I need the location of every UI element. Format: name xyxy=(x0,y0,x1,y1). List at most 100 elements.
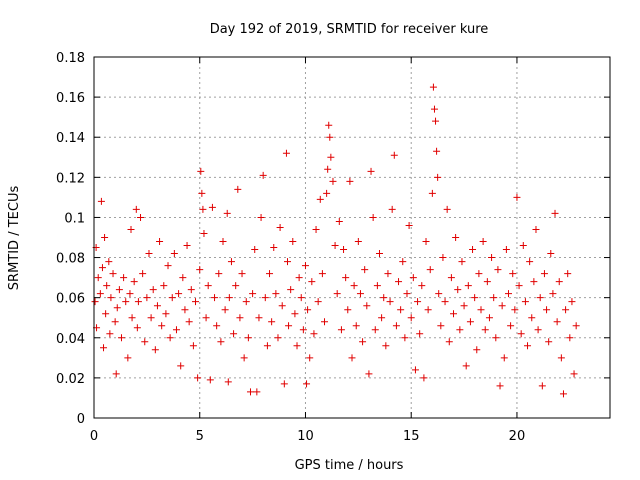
data-point xyxy=(454,286,462,294)
data-point xyxy=(225,294,233,302)
data-point xyxy=(160,282,168,290)
data-point xyxy=(143,294,151,302)
data-point xyxy=(232,282,240,290)
data-point xyxy=(346,177,354,185)
data-point xyxy=(194,374,202,382)
data-point xyxy=(238,270,246,278)
axis-ticks xyxy=(93,56,610,419)
data-point xyxy=(488,254,496,262)
data-point xyxy=(471,294,479,302)
data-point xyxy=(386,298,394,306)
data-point xyxy=(202,314,210,322)
x-tick-label: 0 xyxy=(90,429,98,444)
data-point xyxy=(289,238,297,246)
data-point xyxy=(301,262,309,270)
data-point xyxy=(98,264,106,272)
data-point xyxy=(314,298,322,306)
data-point xyxy=(435,290,443,298)
data-point xyxy=(287,286,295,294)
data-point xyxy=(407,314,415,322)
data-point xyxy=(433,147,441,155)
data-point xyxy=(526,258,534,266)
data-point xyxy=(420,374,428,382)
data-point xyxy=(333,290,341,298)
y-tick-label: 0.04 xyxy=(56,332,85,347)
x-tick-label: 15 xyxy=(403,429,420,444)
data-point xyxy=(270,244,278,252)
data-point xyxy=(568,298,576,306)
data-point xyxy=(304,306,312,314)
data-points xyxy=(91,83,580,398)
data-point xyxy=(227,258,235,266)
data-point xyxy=(359,338,367,346)
data-point xyxy=(185,318,193,326)
data-point xyxy=(490,294,498,302)
data-point xyxy=(105,258,113,266)
data-point xyxy=(540,270,548,278)
data-point xyxy=(213,322,221,330)
data-point xyxy=(369,213,377,221)
data-point xyxy=(524,342,532,350)
data-point xyxy=(475,270,483,278)
data-point xyxy=(183,242,191,250)
chart-title: Day 192 of 2019, SRMTID for receiver kur… xyxy=(210,22,489,37)
data-point xyxy=(430,105,438,113)
data-point xyxy=(416,330,424,338)
data-point xyxy=(439,254,447,262)
data-point xyxy=(187,286,195,294)
data-point xyxy=(443,205,451,213)
data-point xyxy=(111,318,119,326)
data-point xyxy=(342,274,350,282)
data-point xyxy=(134,298,142,306)
data-point xyxy=(441,298,449,306)
data-point xyxy=(120,274,128,282)
data-point xyxy=(106,330,114,338)
data-point xyxy=(175,290,183,298)
data-point xyxy=(234,185,242,193)
data-point xyxy=(504,290,512,298)
data-point xyxy=(272,290,280,298)
data-point xyxy=(94,274,102,282)
data-point xyxy=(297,294,305,302)
data-point xyxy=(112,370,120,378)
data-point xyxy=(422,238,430,246)
data-point xyxy=(128,314,136,322)
data-point xyxy=(318,270,326,278)
y-tick-label: 0.06 xyxy=(56,292,85,307)
data-point xyxy=(509,270,517,278)
data-point xyxy=(181,306,189,314)
data-point xyxy=(236,314,244,322)
y-tick-label: 0.16 xyxy=(56,91,85,106)
data-point xyxy=(145,250,153,258)
data-point xyxy=(115,286,123,294)
data-point xyxy=(162,310,170,318)
data-point xyxy=(312,225,320,233)
data-point xyxy=(124,354,132,362)
data-point xyxy=(562,306,570,314)
data-point xyxy=(337,326,345,334)
data-point xyxy=(122,298,130,306)
data-point xyxy=(130,278,138,286)
data-point xyxy=(348,354,356,362)
data-point xyxy=(316,195,324,203)
data-point xyxy=(253,388,261,396)
data-point xyxy=(206,376,214,384)
data-point xyxy=(246,388,254,396)
data-point xyxy=(101,234,109,241)
y-tick-labels: 0 0.02 0.04 0.06 0.08 0.1 0.12 0.14 0.16 0.18 xyxy=(56,51,85,427)
data-point xyxy=(477,306,485,314)
x-axis-label: GPS time / hours xyxy=(295,458,404,473)
data-point xyxy=(555,278,563,286)
data-point xyxy=(266,270,274,278)
data-point xyxy=(179,274,187,282)
data-point xyxy=(306,354,314,362)
data-point xyxy=(570,370,578,378)
data-point xyxy=(538,382,546,390)
data-point xyxy=(97,197,105,205)
data-point xyxy=(545,338,553,346)
data-point xyxy=(326,133,334,141)
data-point xyxy=(426,266,434,274)
data-point xyxy=(308,278,316,286)
y-tick-label: 0.08 xyxy=(56,252,85,267)
data-point xyxy=(282,149,290,157)
